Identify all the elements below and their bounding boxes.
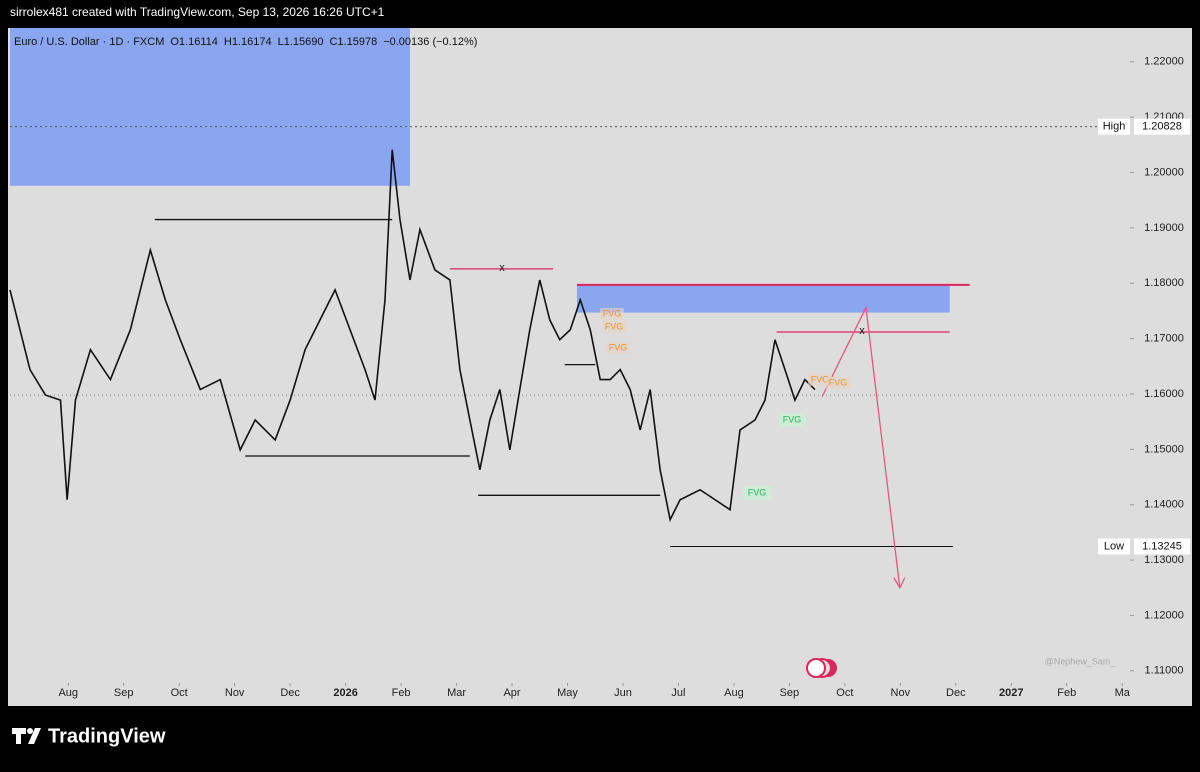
fvg-label: FVG: [811, 374, 830, 384]
y-tick-label: 1.15000: [1144, 443, 1184, 455]
y-tick-label: 1.12000: [1144, 609, 1184, 621]
x-tick-label: Oct: [836, 687, 853, 699]
price-line: [9, 149, 816, 523]
level-label-bg: [1098, 538, 1130, 555]
x-marker: x: [859, 325, 865, 337]
x-tick-label: Ma: [1115, 687, 1131, 699]
legend-open: O1.16114: [170, 36, 218, 48]
fvg-bg: [606, 342, 630, 354]
x-tick-label: Jul: [671, 687, 685, 699]
fvg-bg: [826, 377, 850, 389]
arrow-head: [893, 577, 906, 590]
x-tick-label: May: [557, 687, 578, 699]
x-tick-label: 2027: [999, 687, 1023, 699]
legend-high: H1.16174: [224, 36, 272, 48]
fvg-bg: [600, 308, 624, 320]
x-tick-label: Mar: [447, 687, 466, 699]
y-tick-label: 1.20000: [1144, 166, 1184, 178]
x-tick-label: Oct: [171, 687, 188, 699]
legend-symbol: Euro / U.S. Dollar · 1D · FXCM: [14, 36, 164, 48]
legend: Euro / U.S. Dollar · 1D · FXCM O1.16114 H1…: [14, 36, 477, 48]
level-value: 1.20828: [1142, 121, 1182, 133]
x-tick-label: Feb: [392, 687, 411, 699]
fvg-label: FVG: [605, 321, 624, 331]
x-tick-label: Aug: [58, 687, 78, 699]
y-tick-label: 1.13000: [1144, 554, 1184, 566]
level-label-bg: [1098, 118, 1130, 135]
header-text: sirrolex481 created with TradingView.com…: [10, 5, 385, 19]
fvg-label: FVG: [783, 414, 802, 424]
legend-change: −0.00136 (−0.12%): [383, 36, 477, 48]
zone: [10, 28, 410, 186]
level-label: Low: [1104, 540, 1124, 552]
x-tick-label: Aug: [724, 687, 744, 699]
x-tick-label: 2026: [333, 687, 357, 699]
x-tick-label: Nov: [891, 687, 911, 699]
fvg-label: FVG: [609, 342, 628, 352]
y-tick-label: 1.17000: [1144, 333, 1184, 345]
watermark: @Nephew_Sam_: [1045, 656, 1117, 666]
level-value-bg: [1134, 538, 1190, 555]
drawing: [821, 305, 901, 588]
fvg-bg: [778, 413, 806, 427]
fvg-bg: [743, 486, 771, 500]
fvg-bg: [602, 321, 626, 333]
flag-icon: [806, 658, 837, 678]
x-tick-label: Dec: [946, 687, 966, 699]
y-tick-label: 1.18000: [1144, 277, 1184, 289]
y-tick-label: 1.19000: [1144, 222, 1184, 234]
x-marker: x: [499, 262, 505, 274]
zone: [576, 284, 950, 313]
legend-close: C1.15978: [329, 36, 377, 48]
fvg-label: FVG: [748, 487, 767, 497]
tv-logo: [12, 728, 41, 744]
x-tick-label: Jun: [614, 687, 632, 699]
y-tick-label: 1.16000: [1144, 388, 1184, 400]
fvg-label: FVG: [603, 308, 622, 318]
x-tick-label: Apr: [503, 687, 520, 699]
y-tick-label: 1.11000: [1145, 665, 1184, 677]
level-value-bg: [1134, 118, 1190, 135]
fvg-label: FVG: [829, 377, 848, 387]
brand: TradingView: [48, 725, 166, 747]
x-tick-label: Feb: [1057, 687, 1076, 699]
y-tick-label: 1.22000: [1144, 56, 1184, 68]
y-tick-label: 1.14000: [1144, 499, 1184, 511]
level-label: High: [1103, 121, 1126, 133]
x-tick-label: Sep: [780, 687, 800, 699]
x-tick-label: Nov: [225, 687, 245, 699]
x-tick-label: Sep: [114, 687, 134, 699]
level-value: 1.13245: [1142, 540, 1182, 552]
legend-low: L1.15690: [278, 36, 324, 48]
x-tick-label: Dec: [280, 687, 300, 699]
